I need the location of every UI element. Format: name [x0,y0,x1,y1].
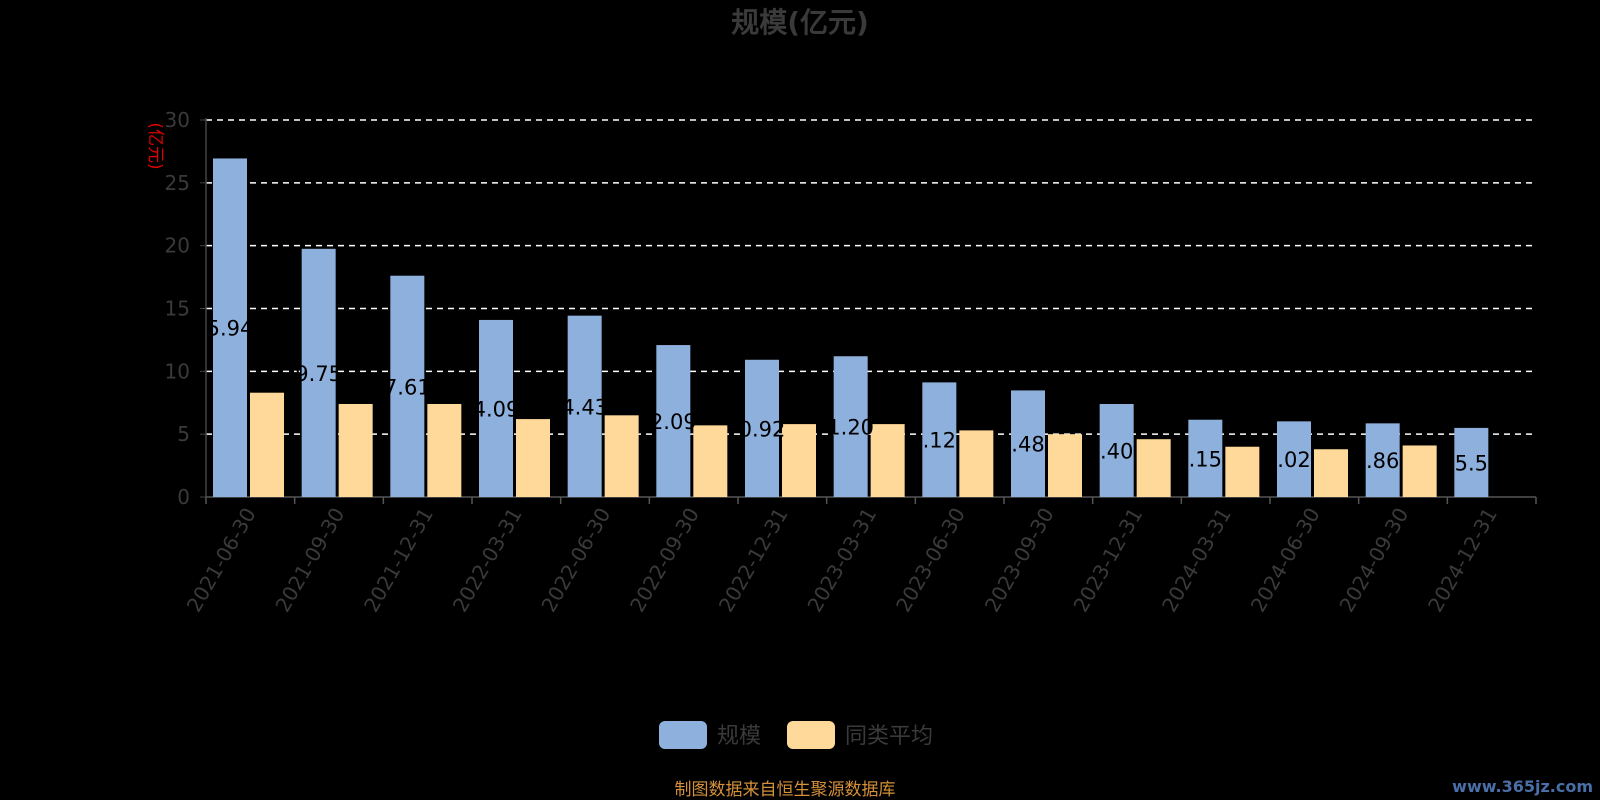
bar-data-label: .02 [1277,448,1310,472]
data-labels: 5.94 9.75 7.61 4.09 4.43 2.09 0.92 1.20 .12 .48 .4… [207,317,1488,476]
x-tick-label: 2024-06-30 [1246,504,1325,617]
bar-scale[interactable] [922,382,957,497]
bar-category-average[interactable] [338,404,373,497]
watermark-logo: www.365jz.com [1452,777,1593,796]
bar-data-label: .86 [1366,449,1399,473]
bar-category-average[interactable] [250,392,284,497]
bar-data-label: 0.92 [739,417,786,441]
x-tick-label: 2023-09-30 [980,504,1059,617]
bar-data-label: 5.94 [207,317,254,341]
bar-data-label: 1.20 [827,416,874,440]
bar-category-average[interactable] [1225,446,1260,497]
bar-category-average[interactable] [1136,439,1171,497]
legend[interactable]: 规模 同类平均 [659,721,933,749]
bar-scale[interactable] [301,248,336,497]
bar-data-label: 9.75 [295,362,342,386]
bar-scale[interactable] [1277,421,1311,497]
bar-scale[interactable] [1454,427,1489,497]
bar-data-label: .15 [1189,447,1222,471]
bar-data-label: .12 [923,429,956,453]
bar-category-average[interactable] [1314,449,1348,497]
x-tick-label: 2022-06-30 [536,504,615,617]
y-tick-label: 25 [165,171,190,195]
legend-label[interactable]: 规模 [717,724,761,749]
y-tick-label: 5 [177,422,190,446]
x-tick-label: 2023-03-31 [802,504,881,617]
y-axis-unit-label: (亿元) [145,122,165,169]
bar-category-average[interactable] [1048,434,1082,497]
bar-category-average[interactable] [427,404,462,497]
bar-data-label: 2.09 [650,410,697,434]
bar-category-average[interactable] [959,430,994,497]
y-tick-label: 0 [177,485,190,509]
bar-data-label: .48 [1011,433,1044,457]
x-tick-label: 2024-12-31 [1423,504,1502,617]
bar-scale[interactable] [745,359,779,497]
bar-category-average[interactable] [604,415,639,497]
y-tick-label: 15 [165,297,190,321]
bar-scale[interactable] [656,345,691,497]
x-tick-label: 2021-09-30 [270,504,349,617]
bar-data-label: 5.5 [1455,451,1488,475]
y-tick-label: 10 [165,359,190,383]
bar-data-label: 7.61 [384,375,431,399]
bar-category-average[interactable] [1402,445,1437,497]
bar-data-label: 4.09 [473,397,520,421]
bar-scale[interactable] [390,275,425,497]
x-tick-label: 2021-12-31 [359,503,438,616]
chart-title: 规模(亿元) [731,6,869,39]
x-tick-label: 2023-06-30 [891,504,970,617]
x-tick-label: 2024-09-30 [1334,504,1413,617]
bar-scale[interactable] [1188,419,1223,497]
bar-category-average[interactable] [516,419,550,497]
bar-scale[interactable] [567,315,602,497]
bar-category-average[interactable] [870,424,905,497]
bar-scale[interactable] [1099,404,1134,497]
x-tick-label: 2022-09-30 [625,504,704,617]
x-tick-label: 2021-06-30 [182,504,261,617]
legend-swatch[interactable] [787,721,835,749]
bars [213,158,1489,498]
bar-scale[interactable] [1365,423,1400,497]
bar-data-label: 4.43 [561,395,608,419]
data-source-note: 制图数据来自恒生聚源数据库 [675,780,896,800]
bar-data-label: .40 [1100,440,1133,464]
legend-swatch[interactable] [659,721,707,749]
bar-category-average[interactable] [693,425,728,497]
legend-label[interactable]: 同类平均 [845,724,933,749]
x-tick-label: 2024-03-31 [1157,504,1236,617]
bar-scale[interactable] [479,319,513,497]
bar-scale[interactable] [833,356,868,497]
bar-category-average[interactable] [782,424,816,497]
x-tick-label: 2023-12-31 [1068,504,1147,617]
bar-scale[interactable] [1011,390,1045,497]
x-tick-label: 2022-12-31 [714,504,793,617]
bar-scale[interactable] [213,158,247,498]
x-tick-label: 2022-03-31 [448,504,527,617]
y-tick-label: 20 [165,234,190,258]
y-tick-label: 30 [165,108,190,132]
